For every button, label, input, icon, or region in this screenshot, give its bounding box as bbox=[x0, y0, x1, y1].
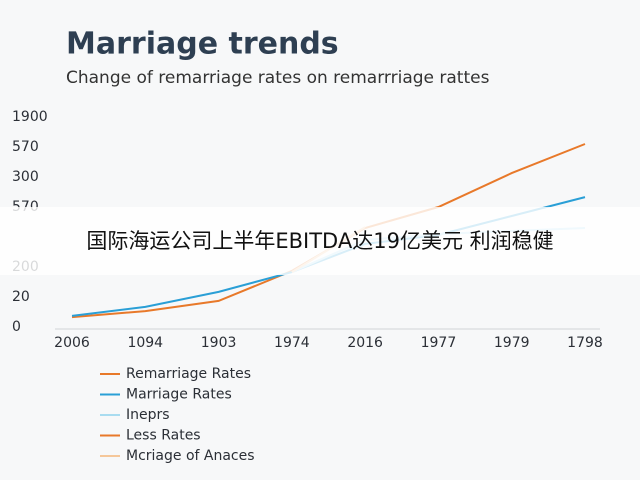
chart-subtitle: Change of remarriage rates on remarrriag… bbox=[66, 68, 490, 88]
y-tick-label: 20 bbox=[12, 289, 30, 305]
legend-label: Less Rates bbox=[126, 428, 201, 444]
legend-label: Mcriage of Anaces bbox=[126, 448, 255, 464]
overlay-text: 国际海运公司上半年EBITDA达19亿美元 利润稳健 bbox=[86, 229, 553, 253]
y-tick-label: 0 bbox=[12, 319, 21, 335]
chart-title: Marriage trends bbox=[66, 27, 339, 62]
x-tick-label: 1798 bbox=[567, 335, 603, 351]
x-tick-label: 2006 bbox=[54, 335, 90, 351]
x-tick-label: 1979 bbox=[494, 335, 530, 351]
y-tick-label: 300 bbox=[12, 169, 39, 185]
x-tick-label: 1094 bbox=[127, 335, 163, 351]
x-tick-label: 1974 bbox=[274, 335, 310, 351]
overlay-band bbox=[0, 207, 640, 275]
x-tick-label: 2016 bbox=[347, 335, 383, 351]
legend-label: Remarriage Rates bbox=[126, 366, 251, 382]
y-tick-label: 1900 bbox=[12, 109, 48, 125]
legend-label: Ineprs bbox=[126, 407, 170, 423]
legend-label: Marriage Rates bbox=[126, 387, 232, 403]
x-tick-label: 1977 bbox=[421, 335, 457, 351]
x-tick-label: 1903 bbox=[201, 335, 237, 351]
plot: 0202005703005701900200610941903197420161… bbox=[12, 109, 603, 464]
y-tick-label: 570 bbox=[12, 139, 39, 155]
